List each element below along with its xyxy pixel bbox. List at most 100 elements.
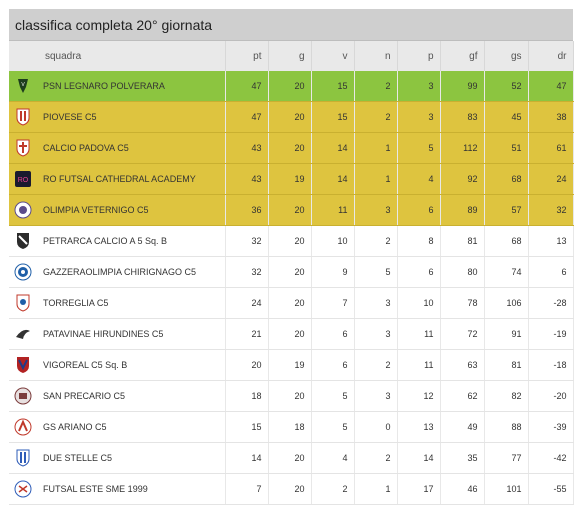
stat-dr: -28 [528,287,574,319]
table-row[interactable]: FUTSAL ESTE SME 1999 7 20 2 1 17 46 101 -55 [9,473,574,505]
team-name[interactable]: CALCIO PADOVA C5 [43,143,129,153]
stat-p: 4 [397,163,441,195]
stat-pt: 43 [225,132,269,164]
stat-v: 6 [311,318,355,350]
stat-gs: 81 [484,349,529,381]
col-header-p[interactable]: p [397,41,441,71]
table-row[interactable]: DUE STELLE C5 14 20 4 2 14 35 77 -42 [9,442,574,474]
team-cell: CALCIO PADOVA C5 [9,132,226,164]
stat-gs: 77 [484,442,529,474]
team-name[interactable]: PATAVINAE HIRUNDINES C5 [43,329,164,339]
stat-gf: 112 [440,132,485,164]
stat-dr: -20 [528,380,574,412]
team-name[interactable]: TORREGLIA C5 [43,298,109,308]
stat-pt: 7 [225,473,269,505]
stat-n: 1 [354,132,398,164]
stat-pt: 43 [225,163,269,195]
table-row[interactable]: RO RO FUTSAL CATHEDRAL ACADEMY 43 19 14 1 4 92 6… [9,163,574,195]
stat-pt: 32 [225,256,269,288]
stat-gf: 49 [440,411,485,443]
col-header-pt[interactable]: pt [225,41,269,71]
stat-v: 5 [311,411,355,443]
stat-pt: 20 [225,349,269,381]
col-header-gf[interactable]: gf [440,41,485,71]
svg-text:RO: RO [18,177,29,184]
stat-g: 20 [268,101,312,133]
team-cell: TORREGLIA C5 [9,287,226,319]
stat-n: 3 [354,287,398,319]
stat-v: 10 [311,225,355,257]
stat-dr: -42 [528,442,574,474]
team-name[interactable]: GS ARIANO C5 [43,422,107,432]
stat-n: 1 [354,163,398,195]
stat-gf: 63 [440,349,485,381]
table-row[interactable]: PATAVINAE HIRUNDINES C5 21 20 6 3 11 72 91 -19 [9,318,574,350]
stat-gf: 72 [440,318,485,350]
stat-dr: 6 [528,256,574,288]
team-name[interactable]: RO FUTSAL CATHEDRAL ACADEMY [43,174,196,184]
col-header-g[interactable]: g [268,41,312,71]
stat-g: 20 [268,256,312,288]
table-row[interactable]: OLIMPIA VETERNIGO C5 36 20 11 3 6 89 57 32 [9,194,574,226]
col-header-squadra[interactable]: squadra [9,41,226,71]
stat-gf: 78 [440,287,485,319]
team-name[interactable]: VIGOREAL C5 Sq. B [43,360,128,370]
col-header-gs[interactable]: gs [484,41,529,71]
stat-p: 6 [397,256,441,288]
stat-dr: 47 [528,71,574,102]
stat-n: 0 [354,411,398,443]
stat-gs: 101 [484,473,529,505]
stat-n: 1 [354,473,398,505]
col-header-n[interactable]: n [354,41,398,71]
stat-pt: 36 [225,194,269,226]
stat-pt: 24 [225,287,269,319]
stat-gs: 45 [484,101,529,133]
stat-v: 15 [311,71,355,102]
stat-gf: 46 [440,473,485,505]
stat-p: 14 [397,442,441,474]
stat-gs: 74 [484,256,529,288]
team-name[interactable]: FUTSAL ESTE SME 1999 [43,484,148,494]
olimpia-logo [13,200,33,220]
stat-g: 20 [268,442,312,474]
stat-g: 20 [268,287,312,319]
stat-g: 18 [268,411,312,443]
stat-gs: 68 [484,225,529,257]
col-header-dr[interactable]: dr [528,41,574,71]
este-logo [13,479,33,499]
stat-n: 2 [354,225,398,257]
stat-gs: 82 [484,380,529,412]
table-row[interactable]: GS ARIANO C5 15 18 5 0 13 49 88 -39 [9,411,574,443]
team-cell: GS ARIANO C5 [9,411,226,443]
stat-v: 14 [311,163,355,195]
stat-pt: 47 [225,101,269,133]
stat-gs: 106 [484,287,529,319]
team-name[interactable]: SAN PRECARIO C5 [43,391,126,401]
table-row[interactable]: V PSN LEGNARO POLVERARA 47 20 15 2 3 99 52 47 [9,71,574,102]
stat-p: 13 [397,411,441,443]
team-name[interactable]: PETRARCA CALCIO A 5 Sq. B [43,236,168,246]
team-cell: SAN PRECARIO C5 [9,380,226,412]
stat-gs: 91 [484,318,529,350]
stat-gs: 57 [484,194,529,226]
team-name[interactable]: DUE STELLE C5 [43,453,113,463]
table-row[interactable]: SAN PRECARIO C5 18 20 5 3 12 62 82 -20 [9,380,574,412]
stat-n: 2 [354,71,398,102]
stat-g: 19 [268,163,312,195]
stat-gf: 35 [440,442,485,474]
team-name[interactable]: GAZZERAOLIMPIA CHIRIGNAGO C5 [43,267,197,277]
table-row[interactable]: PIOVESE C5 47 20 15 2 3 83 45 38 [9,101,574,133]
table-row[interactable]: GAZZERAOLIMPIA CHIRIGNAGO C5 32 20 9 5 6 80 74 6 [9,256,574,288]
team-name[interactable]: PIOVESE C5 [43,112,97,122]
stat-dr: -55 [528,473,574,505]
stat-gs: 51 [484,132,529,164]
team-name[interactable]: PSN LEGNARO POLVERARA [43,81,165,91]
col-header-v[interactable]: v [311,41,355,71]
team-name[interactable]: OLIMPIA VETERNIGO C5 [43,205,149,215]
stat-n: 2 [354,101,398,133]
stat-pt: 14 [225,442,269,474]
table-row[interactable]: VIGOREAL C5 Sq. B 20 19 6 2 11 63 81 -18 [9,349,574,381]
table-row[interactable]: TORREGLIA C5 24 20 7 3 10 78 106 -28 [9,287,574,319]
table-row[interactable]: PETRARCA CALCIO A 5 Sq. B 32 20 10 2 8 81 68 13 [9,225,574,257]
table-row[interactable]: CALCIO PADOVA C5 43 20 14 1 5 112 51 61 [9,132,574,164]
